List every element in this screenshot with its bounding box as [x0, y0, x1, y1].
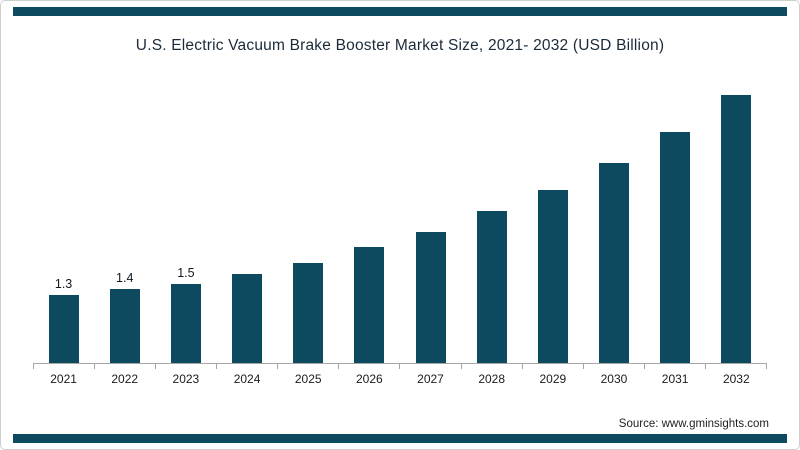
- x-axis-labels: 2021 2022 2023 2024 2025 2026 2027 2028 2029 2030…: [33, 372, 767, 386]
- axis-tick: [704, 364, 706, 369]
- bar-2028: [476, 211, 507, 363]
- bar-column-2030: [594, 163, 634, 363]
- axis-tick: [582, 364, 584, 369]
- x-axis-label-2031: 2031: [661, 372, 689, 386]
- plot-area: 1.3 1.4 1.5: [33, 73, 767, 364]
- x-axis-label-2027: 2027: [417, 372, 444, 386]
- axis-tick: [338, 364, 340, 369]
- source-attribution: Source: www.gminsights.com: [618, 418, 769, 430]
- x-axis-label-2026: 2026: [356, 372, 383, 386]
- bar-2029: [537, 190, 568, 363]
- x-axis-ticks: [33, 364, 767, 369]
- axis-tick: [277, 364, 279, 369]
- bar-2022: [109, 289, 140, 363]
- axis-tick: [521, 364, 523, 369]
- x-axis-label-2028: 2028: [478, 372, 506, 386]
- x-axis-label-2030: 2030: [600, 372, 628, 386]
- bar-column-2032: [716, 95, 756, 363]
- bar-value-label: 1.4: [116, 271, 134, 285]
- bar-2021: [48, 295, 79, 363]
- axis-tick: [399, 364, 401, 369]
- x-axis-label-2025: 2025: [294, 372, 322, 386]
- x-axis-label-2024: 2024: [233, 372, 261, 386]
- x-axis-label-2021: 2021: [50, 372, 77, 386]
- bar-column-2031: [655, 132, 695, 363]
- axis-tick: [33, 364, 34, 369]
- axis-tick: [765, 364, 767, 369]
- bar-column-2022: 1.4: [105, 271, 145, 363]
- top-accent-stripe: [13, 7, 787, 16]
- axis-tick: [643, 364, 645, 369]
- bar-2026: [354, 247, 385, 363]
- axis-tick: [216, 364, 218, 369]
- bar-value-label: 1.5: [177, 266, 195, 280]
- bottom-accent-stripe: [13, 434, 787, 443]
- x-axis-label-2029: 2029: [539, 372, 567, 386]
- bar-2027: [415, 232, 446, 363]
- bar-value-label: 1.3: [54, 277, 73, 291]
- chart-title: U.S. Electric Vacuum Brake Booster Marke…: [135, 37, 665, 54]
- bar-2025: [293, 263, 324, 363]
- bar-2024: [232, 274, 263, 363]
- bar-column-2026: [349, 247, 389, 363]
- bar-column-2028: [472, 211, 512, 363]
- x-axis-label-2032: 2032: [722, 372, 750, 386]
- axis-tick: [94, 364, 96, 369]
- bar-column-2029: [533, 190, 573, 363]
- bar-2032: [721, 95, 752, 363]
- axis-tick: [460, 364, 462, 369]
- bar-column-2025: [288, 263, 328, 363]
- bar-column-2023: 1.5: [166, 266, 206, 363]
- x-axis-label-2022: 2022: [111, 372, 139, 386]
- axis-tick: [155, 364, 157, 369]
- bar-column-2021: 1.3: [44, 277, 84, 363]
- bar-2030: [598, 163, 629, 363]
- bar-column-2027: [411, 232, 451, 363]
- bar-2023: [170, 284, 201, 363]
- bar-column-2024: [227, 274, 267, 363]
- bar-2031: [660, 132, 691, 363]
- x-axis-label-2023: 2023: [172, 372, 200, 386]
